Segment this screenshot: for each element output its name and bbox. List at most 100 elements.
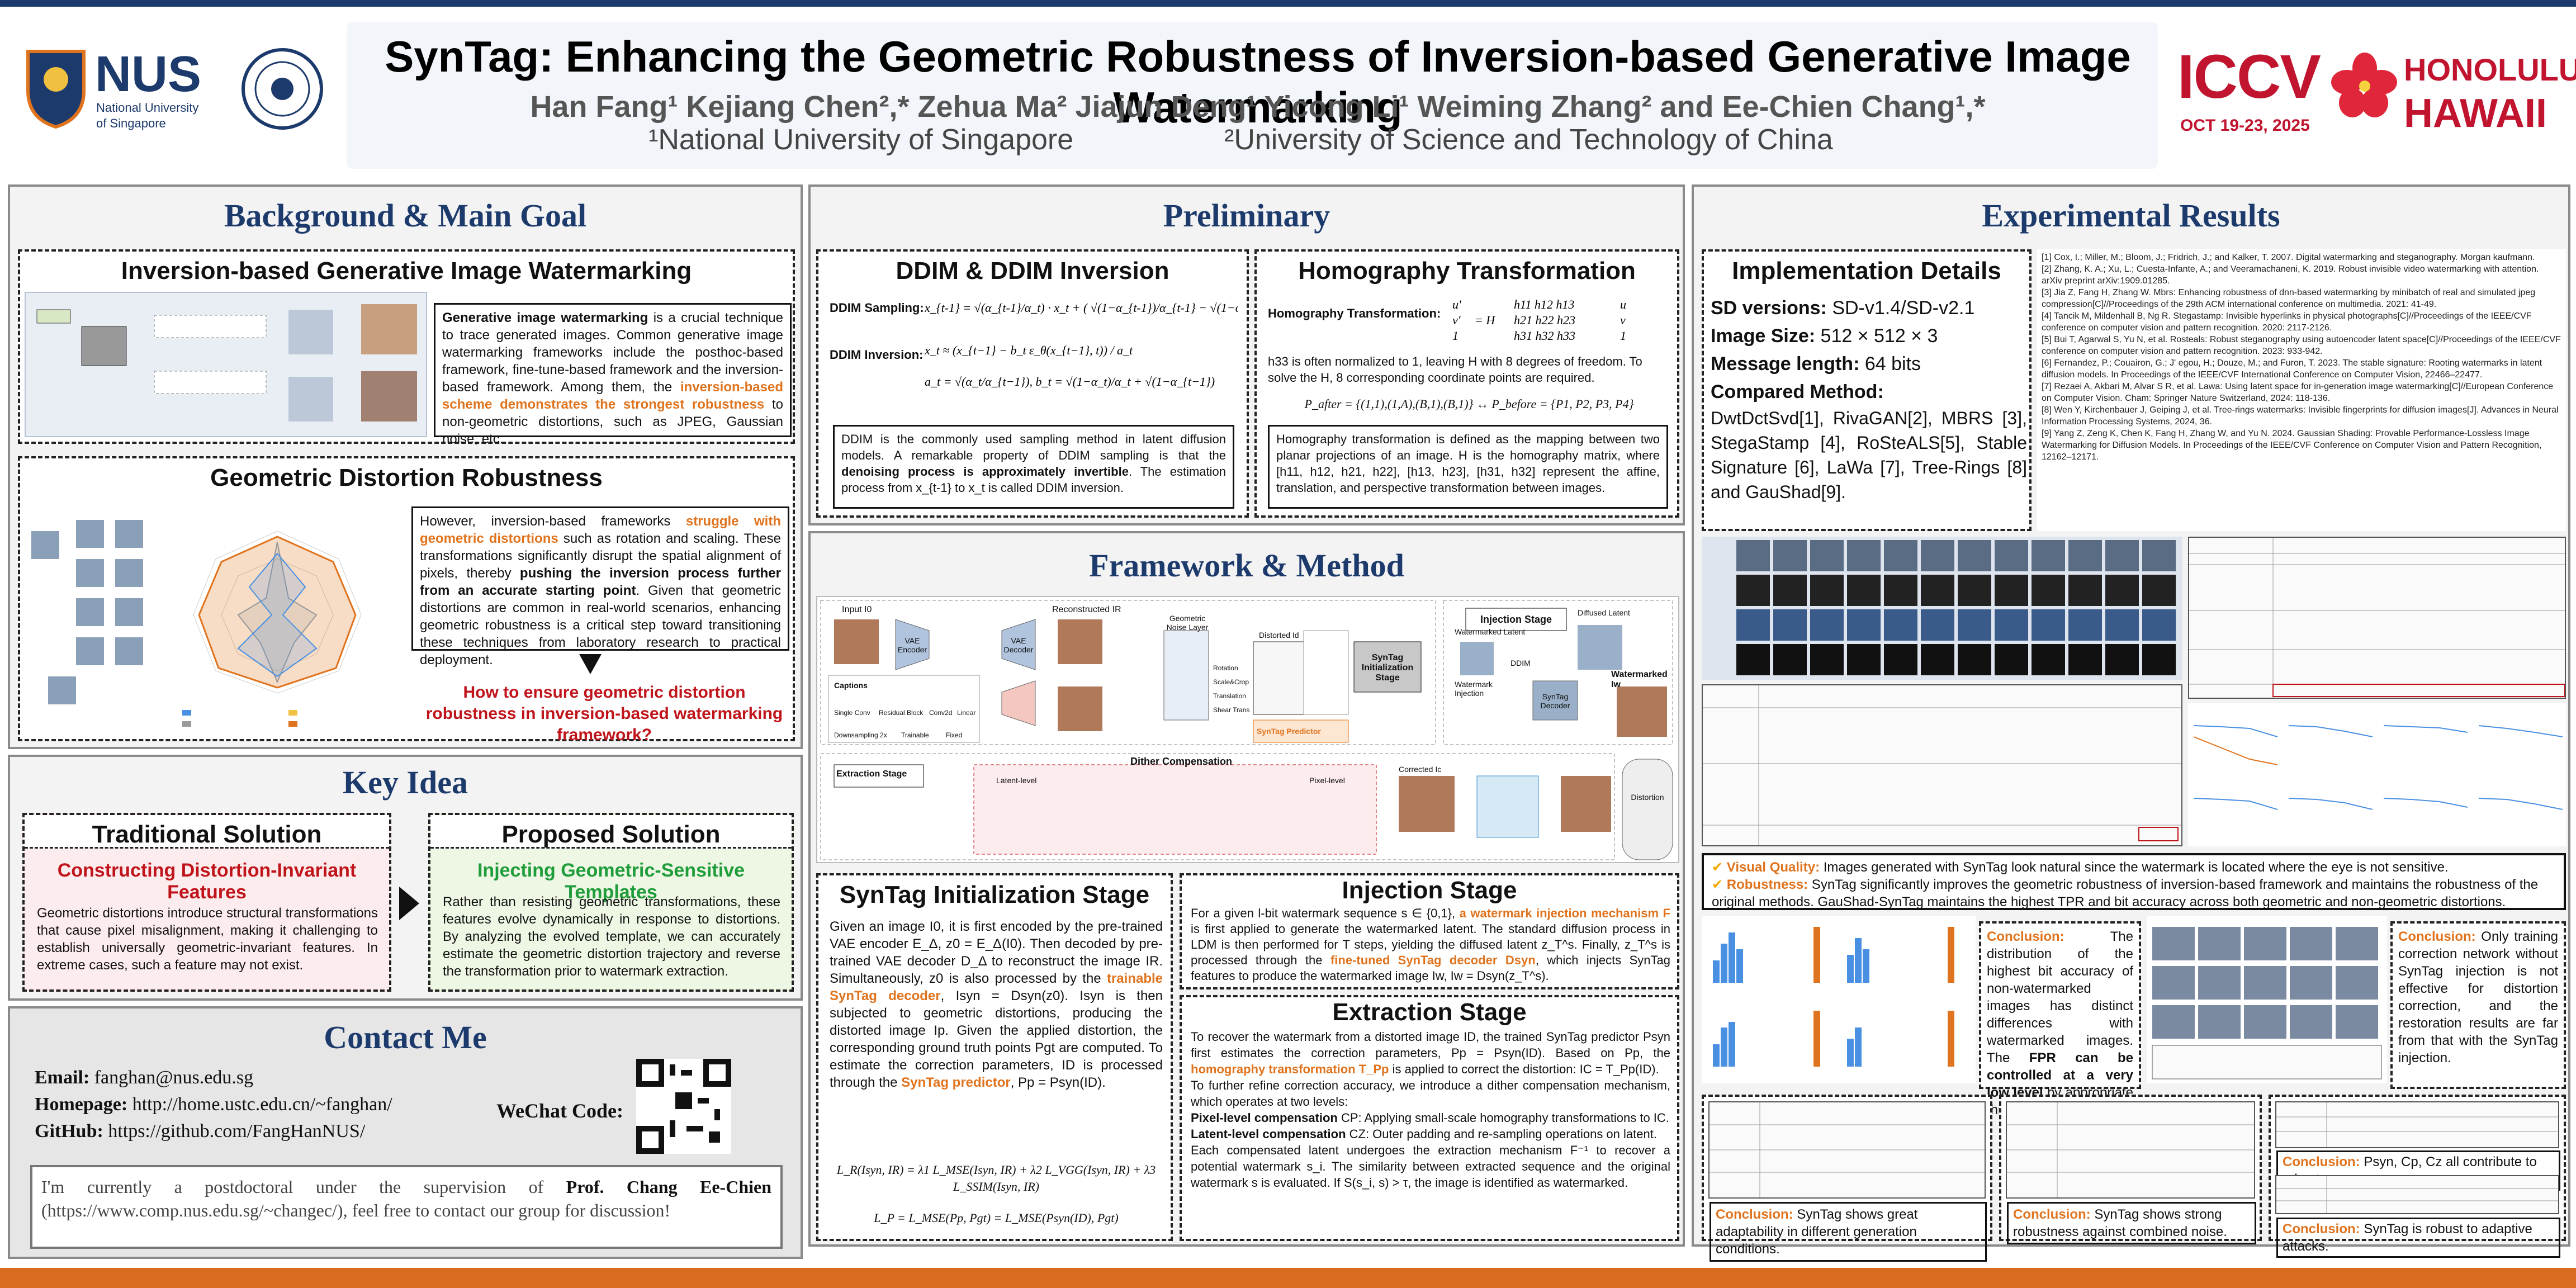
correction-line-charts	[2188, 703, 2566, 846]
geometric-box-title: Geometric Distortion Robustness	[210, 464, 603, 491]
adaptive-attack-table	[2275, 1175, 2559, 1214]
implementation-box: Implementation Details SD versions: SD-v…	[1702, 249, 2032, 531]
geometric-text-2: such as rotation and scaling. These tran…	[420, 531, 781, 581]
references-list: [1] Cox, I.; Miller, M.; Bloom, J.; Frid…	[2037, 249, 2566, 531]
traditional-title: Traditional Solution	[92, 821, 322, 848]
label-corrected: Corrected Ic	[1399, 765, 1442, 774]
concl4-text: SynTag shows strong robustness against c…	[2013, 1207, 2227, 1239]
iccv-place-1: HONOLULU	[2404, 52, 2576, 87]
nus-logo-text: NUS	[95, 46, 202, 102]
label-noise-layer: Geometric Noise Layer	[1166, 614, 1209, 632]
inj-text-1: For a given l-bit watermark sequence s ∈…	[1191, 906, 1460, 920]
check-icon: ✔	[1712, 860, 1723, 875]
iccv-place-2: HAWAII	[2404, 91, 2547, 136]
contact-section: Contact Me Email: fanghan@nus.edu.sg Hom…	[8, 1006, 803, 1259]
email-link[interactable]: fanghan@nus.edu.sg	[94, 1067, 254, 1088]
init-loss-eq1: L_R(Isyn, IR) = λ1 L_MSE(Isyn, IR) + λ2 …	[836, 1163, 1156, 1194]
inj-text-3: , which injects SynTag features to produ…	[1191, 953, 1671, 983]
ext-text-3: To further refine correction accuracy, w…	[1191, 1078, 1670, 1109]
homepage-link[interactable]: http://home.ustc.edu.cn/~fanghan/	[132, 1094, 392, 1115]
contact-note-prof: Prof. Chang Ee-Chien	[566, 1177, 772, 1197]
results-heading: Experimental Results	[1982, 197, 2280, 234]
inversion-text-highlight: inversion-based scheme demonstrates the …	[442, 380, 783, 412]
init-loss-eq2: L_P = L_MSE(Pp, Pgt) = L_MSE(Psyn(ID), P…	[874, 1211, 1119, 1225]
svg-text:x_{t-1} = √(α_{t-1}/α_t) · x_t: x_{t-1} = √(α_{t-1}/α_t) · x_t + ( √(1−α…	[925, 301, 1238, 315]
concl2-label: Conclusion:	[2398, 929, 2476, 944]
label-dither-compensation: Dither Compensation	[1130, 756, 1233, 767]
ext-text-1: To recover the watermark from a distorte…	[1191, 1030, 1670, 1060]
contact-heading: Contact Me	[324, 1019, 487, 1055]
label-ddim: DDIM	[1510, 659, 1531, 667]
proposed-subtitle: Injecting Geometric-Sensitive Templates	[477, 860, 745, 903]
svg-text:h21 h22 h23: h21 h22 h23	[1514, 313, 1575, 327]
homography-title: Homography Transformation	[1298, 257, 1636, 285]
poster-header: NUS National University of Singapore Syn…	[0, 7, 2576, 174]
concl1-strong: FPR can be controlled at a very low leve…	[1987, 1050, 2133, 1100]
inj-text-2: is first applied to generate the waterma…	[1191, 922, 1670, 967]
ddim-text: DDIM is the commonly used sampling metho…	[833, 425, 1234, 509]
right-arrow-icon	[399, 887, 422, 920]
github-link[interactable]: https://github.com/FangHanNUS/	[108, 1121, 366, 1142]
ddim-inversion-equation: x_t ≈ (x_{t−1} − b_t ε_θ(x_{t−1}, t)) / …	[924, 335, 1238, 397]
bit-accuracy-histograms	[1702, 916, 1976, 1083]
extraction-stage-box: Extraction Stage To recover the watermar…	[1180, 995, 1679, 1241]
size-value: 512 × 512 × 3	[1820, 325, 1938, 347]
sd-value: SD-v1.4/SD-v2.1	[1832, 297, 1975, 319]
ref-7: [7] Rezaei A, Akbari M, Alvar S R, et al…	[2042, 382, 2554, 403]
msg-value: 64 bits	[1864, 353, 1921, 375]
ref-3: [3] Jia Z, Fang H, Zhang W. Mbrs: Enhanc…	[2042, 288, 2536, 309]
geometric-box-text: However, inversion-based frameworks stru…	[411, 506, 789, 667]
caption-downsampling: Downsampling 2x	[834, 731, 887, 739]
init-stage-box: SynTag Initialization Stage Given an ima…	[816, 873, 1173, 1241]
caption-trainable: Trainable	[901, 731, 929, 739]
conclusion-correction-box: Conclusion: Only training correction net…	[2390, 921, 2566, 1089]
ref-9: [9] Yang Z, Zeng K, Chen K, Fang H, Zhan…	[2042, 429, 2542, 462]
svg-text:h11 h12 h13: h11 h12 h13	[1514, 297, 1574, 311]
injection-stage-box: Injection Stage For a given l-bit waterm…	[1180, 873, 1679, 989]
concl6-label: Conclusion:	[2283, 1221, 2360, 1237]
label-vae-encoder: VAE Encoder	[897, 636, 927, 654]
proposed-title: Proposed Solution	[501, 821, 721, 848]
contact-note-1: I'm currently a postdoctoral under the s…	[41, 1177, 566, 1197]
ext-latent-label: Latent-level compensation	[1191, 1127, 1346, 1141]
geometric-text-1: However, inversion-based frameworks	[420, 514, 686, 529]
caption-residual-block: Residual Block	[879, 709, 924, 717]
ablation-box: Conclusion: Psyn, Cp, Cz all contribute …	[2269, 1095, 2566, 1258]
results-section: Experimental Results Implementation Deta…	[1692, 184, 2570, 1262]
poster-title: SynTag: Enhancing the Geometric Robustne…	[385, 32, 2131, 132]
concl3-label: Conclusion:	[1716, 1207, 1793, 1222]
svg-text:1: 1	[1620, 329, 1626, 343]
compared-text: DwtDctSvd[1], RivaGAN[2], MBRS [3], Steg…	[1711, 408, 2027, 502]
geometric-text-highlight: struggle with geometric distortions	[420, 514, 781, 546]
ref-6: [6] Fernandez, P.; Couairon, G.; J' egou…	[2042, 358, 2542, 380]
ref-8: [8] Wen Y, Kirchenbauer J, Geiping J, et…	[2042, 405, 2559, 427]
affiliation-1: ¹National University of Singapore	[648, 124, 1074, 156]
preliminary-heading: Preliminary	[1163, 197, 1330, 234]
check-icon-2: ✔	[1712, 877, 1723, 892]
ablation-table	[2275, 1101, 2559, 1148]
concl4-label: Conclusion:	[2013, 1207, 2091, 1222]
nus-subtitle-1: National University	[96, 101, 199, 115]
robustness-table-2	[1702, 684, 2182, 846]
implementation-title: Implementation Details	[1732, 257, 2001, 285]
homography-box: Homography Transformation Homography Tra…	[1254, 249, 1679, 518]
ddim-box: DDIM & DDIM Inversion DDIM Sampling: x_{…	[816, 249, 1335, 518]
iccv-date: OCT 19-23, 2025	[2180, 116, 2310, 135]
ddim-inversion-label: DDIM Inversion:	[830, 348, 924, 362]
hibiscus-icon	[2331, 51, 2398, 119]
background-heading: Background & Main Goal	[224, 197, 587, 234]
key-idea-section: Key Idea Traditional Solution Constructi…	[8, 755, 803, 1001]
label-latent-level: Latent-level	[996, 776, 1037, 785]
init-stage-title: SynTag Initialization Stage	[839, 881, 1150, 908]
wechat-label: WeChat Code:	[496, 1100, 623, 1122]
conclusion-fpr-box: Conclusion: The distribution of the high…	[1979, 921, 2141, 1117]
inversion-text-body: is a crucial technique to trace generate…	[442, 310, 784, 395]
ddim-text-strong: denoising process is approximately inver…	[841, 465, 1129, 479]
svg-text:u: u	[1620, 297, 1626, 311]
label-distorted: Distorted Id	[1259, 631, 1299, 640]
inversion-watermarking-box: Inversion-based Generative Image Waterma…	[18, 249, 795, 447]
label-distortion: Distortion	[1631, 793, 1664, 802]
concl1-text: The distribution of the highest bit accu…	[1987, 929, 2133, 1066]
inversion-text-end: to non-geometric distortions, such as JP…	[442, 397, 783, 447]
concl5-label: Conclusion:	[2283, 1154, 2360, 1169]
